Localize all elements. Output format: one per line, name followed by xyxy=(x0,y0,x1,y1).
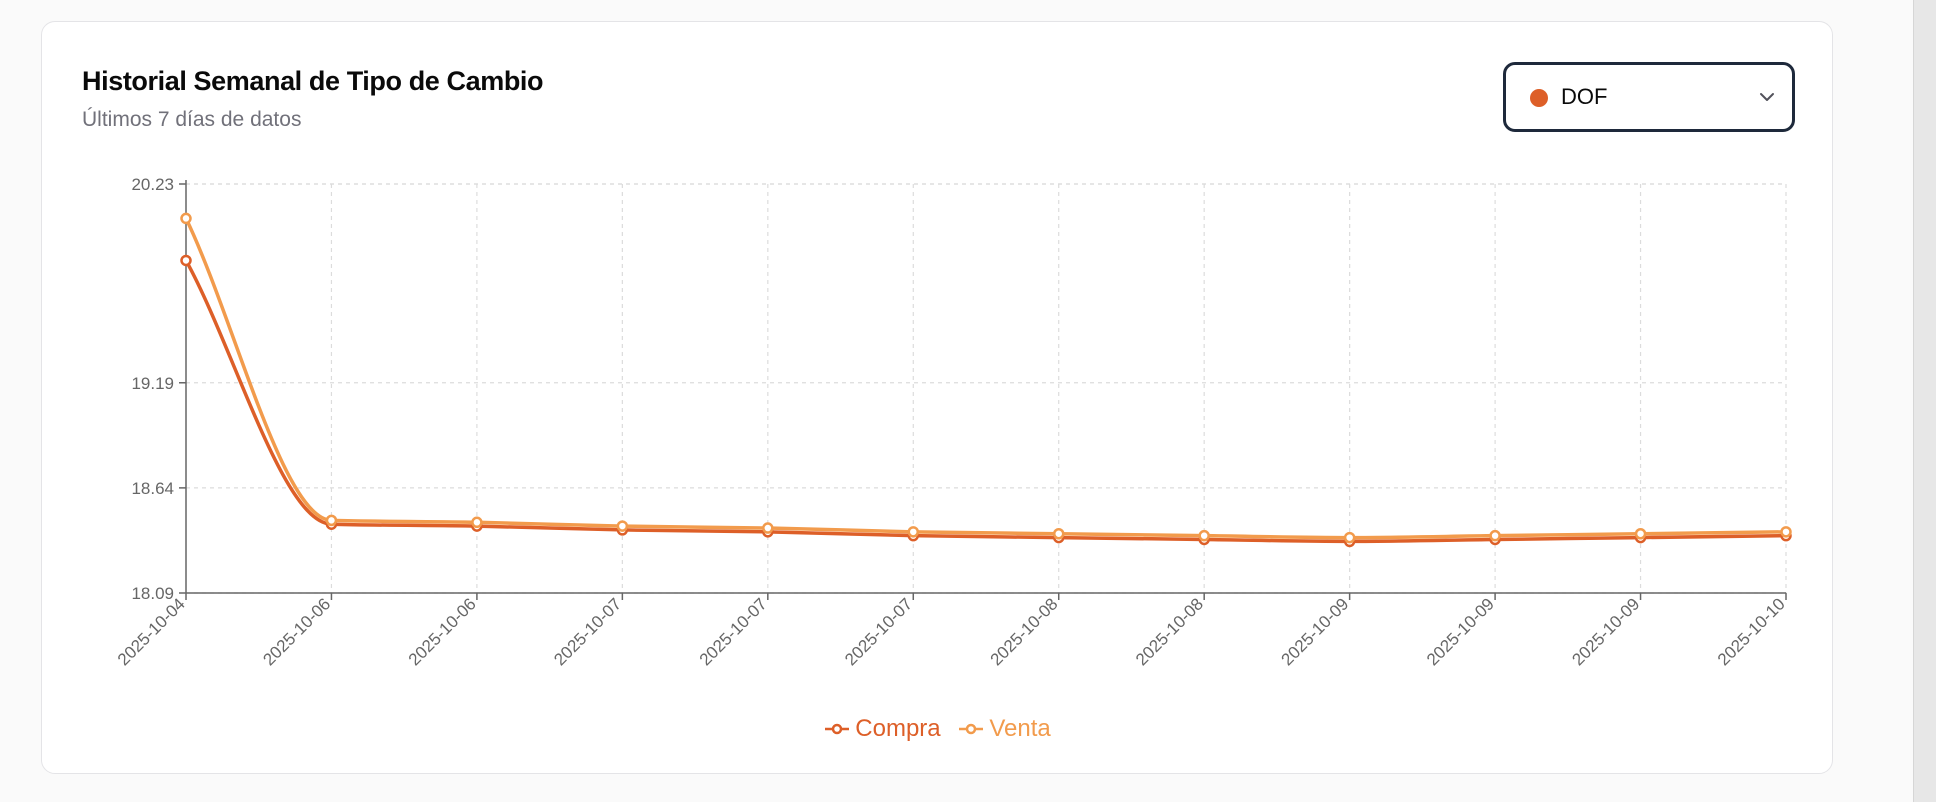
exchange-rate-chart: 18.09 18.64 19.19 20.23 2025-10-04 2025-10-06… xyxy=(114,175,1792,669)
series-line-venta xyxy=(184,216,1788,540)
legend-venta-label: Venta xyxy=(989,715,1051,742)
data-point-venta xyxy=(325,514,338,527)
y-tick-label: 19.19 xyxy=(131,374,174,393)
series-line-compra xyxy=(184,258,1788,544)
x-tick-label: 2025-10-07 xyxy=(696,594,771,669)
x-tick-label: 2025-10-08 xyxy=(987,594,1062,669)
data-point-venta xyxy=(1780,526,1792,538)
data-point-venta xyxy=(616,520,629,532)
card-subtitle: Últimos 7 días de datos xyxy=(82,108,302,131)
y-tick-label: 18.09 xyxy=(131,584,174,603)
x-tick-label: 2025-10-08 xyxy=(1132,594,1207,669)
exchange-rate-history-card: Historial Semanal de Tipo de Cambio Últi… xyxy=(41,21,1833,774)
legend-venta-marker xyxy=(959,723,984,735)
y-tick-label: 18.64 xyxy=(131,479,174,498)
window-scroll-gutter xyxy=(1913,0,1936,802)
x-tick-label: 2025-10-06 xyxy=(259,594,334,669)
data-point-venta xyxy=(1489,529,1501,542)
y-tick-label: 20.23 xyxy=(131,175,174,194)
source-color-dot xyxy=(1530,89,1548,107)
data-point-compra xyxy=(180,254,192,267)
card-title: Historial Semanal de Tipo de Cambio xyxy=(82,66,544,96)
x-tick-label: 2025-10-10 xyxy=(1714,594,1789,669)
source-select[interactable]: DOF xyxy=(1503,62,1795,132)
x-tick-label: 2025-10-09 xyxy=(1568,594,1643,669)
x-tick-label: 2025-10-07 xyxy=(841,594,916,669)
x-tick-label: 2025-10-04 xyxy=(114,594,189,669)
legend-compra-marker xyxy=(825,723,850,735)
data-point-venta xyxy=(471,516,483,529)
x-tick-label: 2025-10-07 xyxy=(550,594,625,669)
source-select-value: DOF xyxy=(1561,84,1608,109)
chevron-down-icon xyxy=(1760,93,1774,101)
data-point-venta xyxy=(1343,531,1356,544)
x-tick-label: 2025-10-09 xyxy=(1278,594,1353,669)
legend-item-venta[interactable]: Venta xyxy=(959,715,1051,743)
chart-legend: Compra Venta xyxy=(42,714,1834,743)
legend-item-compra[interactable]: Compra xyxy=(825,715,941,743)
x-tick-label: 2025-10-06 xyxy=(405,594,480,669)
x-tick-label: 2025-10-09 xyxy=(1423,594,1498,669)
data-point-venta xyxy=(180,212,192,225)
legend-compra-label: Compra xyxy=(855,715,941,742)
data-point-venta xyxy=(1634,528,1647,540)
data-point-venta xyxy=(1198,529,1210,542)
data-point-venta xyxy=(762,522,774,534)
data-point-venta xyxy=(1052,528,1065,540)
data-point-venta xyxy=(907,526,920,538)
